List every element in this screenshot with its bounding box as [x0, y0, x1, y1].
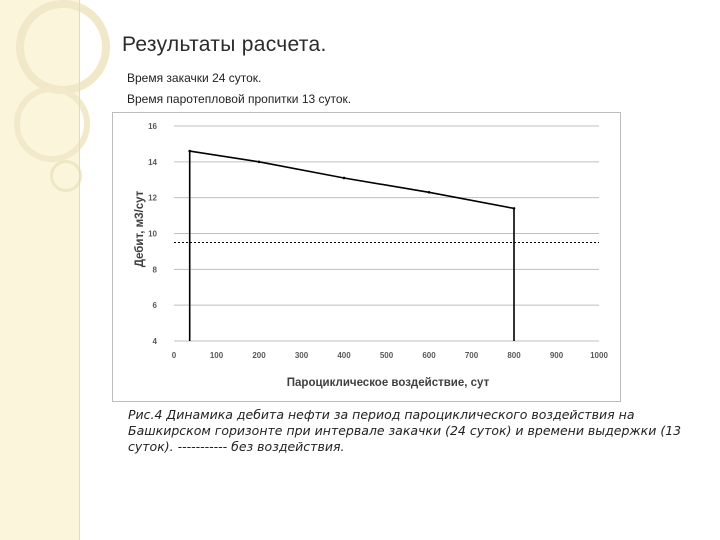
side-band-divider	[79, 0, 80, 540]
x-tick-label: 900	[550, 351, 564, 360]
y-tick-label: 16	[148, 122, 157, 131]
injection-time-text: Время закачки 24 суток.	[127, 71, 262, 85]
data-point	[512, 207, 516, 210]
x-tick-label: 600	[422, 351, 436, 360]
x-tick-label: 100	[210, 351, 224, 360]
x-tick-label: 700	[465, 351, 479, 360]
figure-caption: Рис.4 Динамика дебита нефти за период па…	[128, 407, 682, 454]
chart-frame: 4 6 8 10 12 14 16 0 100 200 300 400 500 600 700 800 900 1…	[112, 112, 621, 402]
x-axis-label: Пароциклическое воздействие, сут	[287, 377, 490, 389]
y-tick-label: 4	[153, 337, 158, 346]
decorative-circle	[50, 160, 82, 192]
y-tick-label: 14	[148, 158, 157, 167]
oil-rate-line	[188, 150, 515, 341]
soak-time-text: Время паротепловой пропитки 13 суток.	[127, 92, 352, 106]
y-axis-label: Дебит, м3/сут	[134, 190, 146, 267]
decorative-circle	[16, 0, 110, 94]
x-tick-label: 1000	[590, 351, 608, 360]
x-tick-label: 800	[507, 351, 521, 360]
x-tick-label: 500	[380, 351, 394, 360]
decorative-side-band	[0, 0, 110, 540]
chart-svg: 4 6 8 10 12 14 16 0 100 200 300 400 500 600 700 800 900 1…	[134, 122, 608, 389]
data-point	[188, 149, 192, 153]
data-point	[342, 176, 346, 180]
decorative-circle	[14, 86, 90, 162]
data-point	[257, 160, 261, 164]
x-tick-label: 200	[252, 351, 266, 360]
x-tick-label: 0	[172, 351, 177, 360]
y-tick-label: 10	[148, 230, 157, 239]
x-tick-label: 300	[295, 351, 309, 360]
x-tick-label: 400	[337, 351, 351, 360]
y-tick-label: 12	[148, 194, 157, 203]
y-tick-label: 6	[153, 301, 158, 310]
slide-title: Результаты расчета.	[122, 33, 327, 56]
y-tick-label: 8	[153, 265, 158, 274]
data-point	[427, 190, 431, 194]
